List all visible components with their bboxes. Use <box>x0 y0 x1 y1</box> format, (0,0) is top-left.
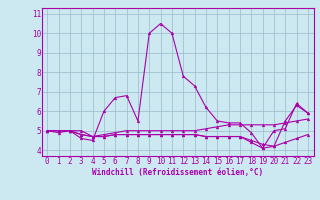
X-axis label: Windchill (Refroidissement éolien,°C): Windchill (Refroidissement éolien,°C) <box>92 168 263 177</box>
